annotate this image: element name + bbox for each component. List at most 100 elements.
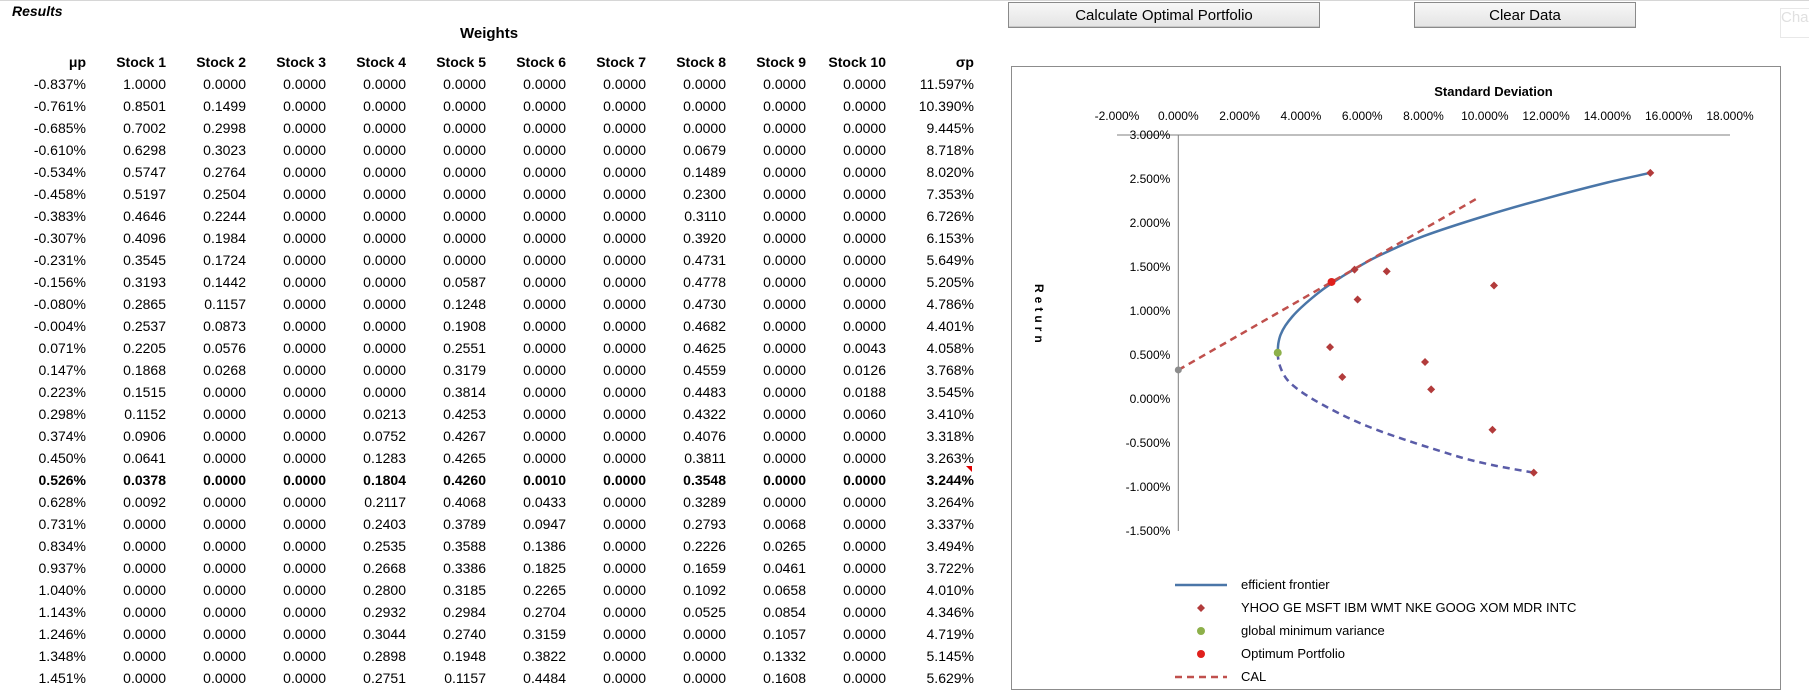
table-cell[interactable]: 4.786% — [926, 296, 974, 312]
table-cell[interactable]: 0.0000 — [843, 208, 886, 224]
table-cell[interactable]: 0.0000 — [203, 648, 246, 664]
table-cell[interactable]: 0.0000 — [283, 76, 326, 92]
table-cell[interactable]: 11.597% — [919, 76, 974, 92]
table-cell[interactable]: 0.0000 — [363, 384, 406, 400]
table-cell[interactable]: 0.2537 — [123, 318, 166, 334]
table-cell[interactable]: 0.0000 — [283, 670, 326, 686]
table-cell[interactable]: 0.1868 — [123, 362, 166, 378]
table-cell[interactable]: 0.4730 — [683, 296, 726, 312]
table-cell[interactable]: 0.2117 — [364, 494, 406, 510]
table-cell[interactable]: 0.0000 — [843, 230, 886, 246]
table-cell[interactable]: 0.2535 — [363, 538, 406, 554]
table-cell[interactable]: 0.0000 — [283, 516, 326, 532]
table-cell[interactable]: 0.0000 — [363, 208, 406, 224]
table-cell[interactable]: 0.0000 — [363, 340, 406, 356]
table-cell[interactable]: 0.0000 — [603, 626, 646, 642]
table-cell[interactable]: 0.0000 — [843, 164, 886, 180]
table-cell[interactable]: 0.0000 — [603, 362, 646, 378]
table-cell[interactable]: 0.0000 — [203, 450, 246, 466]
table-cell[interactable]: 0.4559 — [683, 362, 726, 378]
table-cell[interactable]: 0.1283 — [363, 450, 406, 466]
table-cell[interactable]: 0.3588 — [443, 538, 486, 554]
efficient-frontier-chart[interactable]: Standard Deviation -2.000% 0.000% 2.000% 4.0… — [1011, 66, 1781, 690]
table-cell[interactable]: 0.937% — [38, 560, 86, 576]
table-cell[interactable]: 0.0000 — [363, 186, 406, 202]
table-cell[interactable]: 0.0000 — [683, 648, 726, 664]
table-cell[interactable]: 0.0000 — [603, 98, 646, 114]
table-cell[interactable]: 0.0000 — [603, 274, 646, 290]
table-cell[interactable]: 0.0000 — [523, 164, 566, 180]
table-cell[interactable]: 5.205% — [926, 274, 974, 290]
table-cell[interactable]: 0.0000 — [843, 318, 886, 334]
table-cell[interactable]: 0.0000 — [283, 604, 326, 620]
table-cell[interactable]: 0.0000 — [523, 274, 566, 290]
table-cell[interactable]: 0.0000 — [283, 252, 326, 268]
table-cell[interactable]: 0.731% — [38, 516, 86, 532]
table-cell[interactable]: 3.768% — [926, 362, 974, 378]
table-cell[interactable]: 0.0000 — [603, 406, 646, 422]
table-cell[interactable]: 0.4682 — [683, 318, 726, 334]
table-cell[interactable]: 0.0000 — [763, 142, 806, 158]
table-cell[interactable]: 0.0000 — [603, 670, 646, 686]
table-cell[interactable]: 0.0461 — [763, 560, 806, 576]
table-cell[interactable]: 3.410% — [926, 406, 974, 422]
table-cell[interactable]: 0.1908 — [443, 318, 486, 334]
table-cell[interactable]: 0.3811 — [684, 450, 726, 466]
table-cell[interactable]: 3.722% — [926, 560, 974, 576]
table-cell[interactable]: 1.348% — [38, 648, 86, 664]
table-cell[interactable]: -0.685% — [33, 120, 86, 136]
table-cell[interactable]: 0.834% — [38, 538, 86, 554]
table-cell[interactable]: 0.2898 — [363, 648, 406, 664]
table-cell[interactable]: 0.0000 — [763, 406, 806, 422]
table-cell[interactable]: 0.0000 — [283, 120, 326, 136]
table-cell[interactable]: 0.4731 — [683, 252, 726, 268]
table-cell[interactable]: 0.0000 — [203, 604, 246, 620]
table-cell[interactable]: 0.5747 — [123, 164, 166, 180]
table-cell[interactable]: 0.4322 — [683, 406, 726, 422]
table-cell[interactable]: 0.2551 — [443, 340, 486, 356]
table-cell[interactable]: 0.0000 — [763, 318, 806, 334]
table-cell[interactable]: 0.0000 — [763, 472, 806, 488]
table-cell[interactable]: 0.0000 — [203, 516, 246, 532]
table-cell[interactable]: 0.3920 — [683, 230, 726, 246]
table-cell[interactable]: 0.0000 — [283, 626, 326, 642]
table-cell[interactable]: 0.0060 — [843, 406, 886, 422]
table-cell[interactable]: 0.0000 — [283, 582, 326, 598]
table-cell[interactable]: 0.0000 — [603, 164, 646, 180]
table-cell[interactable]: 0.1332 — [763, 648, 806, 664]
table-cell[interactable]: 0.3044 — [363, 626, 406, 642]
table-cell[interactable]: 6.726% — [926, 208, 974, 224]
table-cell[interactable]: -0.231% — [33, 252, 86, 268]
table-cell[interactable]: 0.0000 — [843, 604, 886, 620]
table-cell[interactable]: 0.4646 — [123, 208, 166, 224]
table-cell[interactable]: 0.0000 — [363, 76, 406, 92]
table-cell[interactable]: 0.0000 — [363, 252, 406, 268]
table-cell[interactable]: 0.0000 — [283, 560, 326, 576]
table-cell[interactable]: 0.4778 — [683, 274, 726, 290]
table-cell[interactable]: 0.223% — [38, 384, 86, 400]
table-cell[interactable]: 0.0000 — [843, 274, 886, 290]
table-cell[interactable]: 0.0000 — [683, 626, 726, 642]
table-cell[interactable]: 0.0000 — [523, 450, 566, 466]
table-cell[interactable]: 0.0000 — [523, 384, 566, 400]
calculate-optimal-portfolio-button[interactable]: Calculate Optimal Portfolio — [1008, 2, 1320, 28]
table-cell[interactable]: 0.0576 — [203, 340, 246, 356]
table-cell[interactable]: 0.0000 — [763, 208, 806, 224]
table-cell[interactable]: 4.719% — [926, 626, 974, 642]
table-cell[interactable]: 0.628% — [38, 494, 86, 510]
table-cell[interactable]: -0.383% — [33, 208, 86, 224]
table-cell[interactable]: 0.0000 — [843, 560, 886, 576]
table-cell[interactable]: 0.0000 — [523, 362, 566, 378]
table-cell[interactable]: 0.0000 — [123, 560, 166, 576]
table-cell[interactable]: 0.1157 — [444, 670, 486, 686]
table-cell[interactable]: 0.0587 — [443, 274, 486, 290]
table-cell[interactable]: 8.718% — [926, 142, 974, 158]
table-cell[interactable]: 0.0000 — [523, 76, 566, 92]
table-cell[interactable]: 0.1724 — [203, 252, 246, 268]
table-cell[interactable]: 0.0000 — [283, 362, 326, 378]
table-cell[interactable]: 0.0068 — [763, 516, 806, 532]
table-cell[interactable]: 0.0000 — [603, 230, 646, 246]
table-cell[interactable]: 0.2998 — [203, 120, 246, 136]
table-cell[interactable]: 0.4260 — [443, 472, 486, 488]
table-cell[interactable]: 0.0000 — [603, 252, 646, 268]
